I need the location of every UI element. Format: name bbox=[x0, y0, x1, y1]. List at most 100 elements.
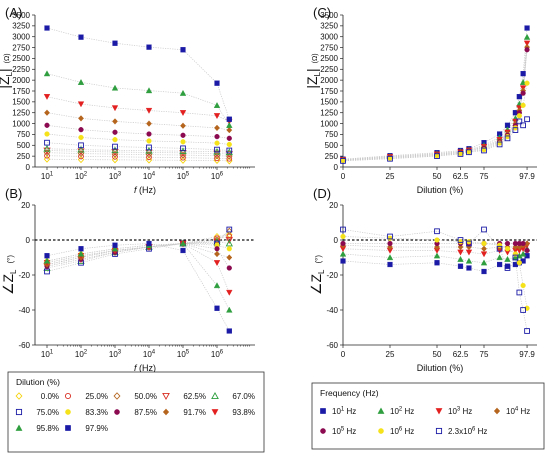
y-tick-label: 1250 bbox=[320, 109, 338, 118]
data-point bbox=[145, 87, 153, 94]
series-line bbox=[46, 243, 230, 332]
data-point bbox=[225, 148, 233, 156]
series-line bbox=[46, 243, 230, 311]
y-tick-label: 20 bbox=[21, 201, 30, 210]
x-axis-label: f (Hz) bbox=[134, 363, 156, 373]
data-point bbox=[226, 126, 233, 134]
y-axis-label: |ZL|(Ω) bbox=[304, 53, 322, 88]
data-point bbox=[504, 265, 511, 271]
data-point bbox=[214, 305, 220, 311]
data-point bbox=[78, 246, 84, 252]
series-line bbox=[46, 133, 230, 145]
data-point bbox=[226, 306, 233, 313]
data-point bbox=[466, 149, 472, 156]
data-point bbox=[214, 124, 220, 132]
y-tick-label: 500 bbox=[325, 141, 339, 150]
data-point bbox=[496, 245, 503, 252]
x-tick-label: 105 bbox=[177, 350, 190, 360]
data-point bbox=[77, 145, 85, 153]
y-tick-label: 250 bbox=[325, 152, 339, 161]
data-point bbox=[524, 80, 530, 86]
data-point bbox=[77, 156, 85, 164]
legend-label: 62.5% bbox=[183, 392, 206, 401]
data-point bbox=[112, 40, 118, 46]
y-tick-label: 2250 bbox=[12, 65, 30, 74]
legend-marker bbox=[211, 391, 219, 400]
data-point bbox=[504, 246, 511, 252]
y-tick-label: 0 bbox=[26, 236, 31, 245]
data-point bbox=[524, 47, 530, 53]
y-tick-label: 20 bbox=[329, 201, 338, 210]
data-point bbox=[520, 282, 526, 289]
legend-label: 50.0% bbox=[134, 392, 157, 401]
data-point bbox=[146, 144, 152, 151]
series-line bbox=[46, 158, 230, 162]
data-point bbox=[520, 71, 526, 77]
data-point bbox=[497, 261, 503, 268]
legend-marker bbox=[377, 407, 385, 414]
x-tick-label: 104 bbox=[143, 172, 156, 182]
data-point bbox=[466, 265, 472, 271]
data-point bbox=[225, 239, 233, 247]
data-point bbox=[480, 251, 488, 258]
data-point bbox=[78, 115, 84, 122]
data-point bbox=[481, 245, 487, 252]
series-line bbox=[46, 124, 230, 139]
series-line bbox=[342, 27, 528, 160]
data-point bbox=[504, 135, 511, 142]
data-point bbox=[512, 127, 519, 133]
data-point bbox=[387, 233, 393, 240]
data-point bbox=[340, 258, 346, 264]
legend-label: 67.0% bbox=[232, 392, 255, 401]
data-point bbox=[44, 253, 50, 259]
y-tick-label: 500 bbox=[17, 141, 31, 150]
x-tick-label: 62.5 bbox=[453, 172, 469, 181]
data-point bbox=[457, 255, 464, 262]
y-tick-label: 1500 bbox=[320, 98, 338, 107]
y-tick-label: -20 bbox=[18, 271, 30, 280]
data-point bbox=[512, 254, 519, 261]
data-point bbox=[524, 247, 530, 254]
legend-marker bbox=[15, 392, 23, 400]
data-point bbox=[516, 118, 523, 125]
data-point bbox=[44, 122, 50, 128]
legend-label: 93.8% bbox=[232, 408, 255, 417]
y-axis-label: ∠ZL(°) bbox=[0, 255, 18, 295]
y-tick-label: 750 bbox=[17, 130, 31, 139]
x-tick-label: 104 bbox=[143, 350, 156, 360]
data-point bbox=[524, 328, 530, 334]
data-point bbox=[146, 138, 152, 144]
panel-c: 0250500750100012501500175020002250250027… bbox=[304, 5, 537, 195]
legend-label: 106 Hz bbox=[390, 427, 414, 437]
data-point bbox=[225, 237, 233, 244]
legend-label: 102 Hz bbox=[390, 407, 414, 417]
legend-label: 105 Hz bbox=[332, 427, 356, 437]
data-point bbox=[179, 110, 187, 117]
data-point bbox=[180, 122, 186, 129]
legend-title: Frequency (Hz) bbox=[320, 388, 379, 398]
y-tick-label: 3250 bbox=[320, 22, 338, 31]
data-point bbox=[214, 134, 220, 140]
series-line bbox=[46, 155, 230, 160]
data-point bbox=[387, 240, 393, 247]
data-point bbox=[520, 307, 526, 313]
x-axis-label: Dilution (%) bbox=[417, 363, 464, 373]
data-point bbox=[44, 268, 50, 275]
y-tick-label: 2000 bbox=[12, 76, 30, 85]
data-point bbox=[434, 237, 440, 243]
series-line bbox=[342, 248, 528, 264]
data-point bbox=[496, 141, 503, 148]
series-line bbox=[46, 112, 230, 131]
data-point bbox=[496, 254, 503, 261]
x-tick-label: 0 bbox=[341, 172, 346, 181]
y-tick-label: 0 bbox=[334, 163, 339, 172]
data-point bbox=[387, 235, 393, 241]
y-tick-label: 1500 bbox=[12, 98, 30, 107]
data-point bbox=[520, 122, 526, 129]
data-point bbox=[226, 328, 232, 334]
data-point bbox=[481, 240, 487, 247]
data-point bbox=[457, 263, 464, 269]
data-point bbox=[504, 263, 511, 269]
data-point bbox=[214, 246, 220, 252]
x-axis-label: Dilution (%) bbox=[417, 185, 464, 195]
